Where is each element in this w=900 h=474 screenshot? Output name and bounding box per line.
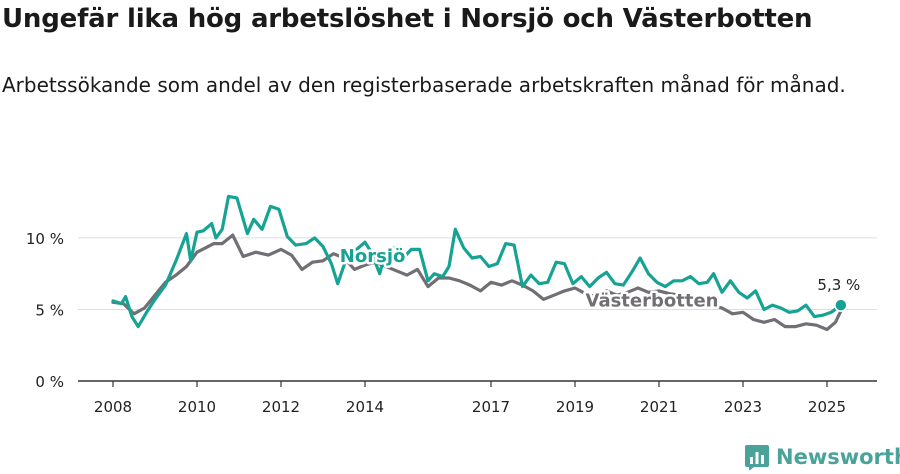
x-tick-label: 2019	[556, 398, 594, 416]
y-tick-label: 10 %	[26, 230, 64, 248]
series-lines	[111, 194, 843, 332]
series-line-norsjo	[111, 194, 843, 329]
newsworthy-logo: Newsworthy	[744, 444, 900, 470]
grid-lines	[78, 237, 877, 310]
chart-subtitle: Arbetssökande som andel av den registerb…	[2, 73, 846, 97]
end-value-label: 5,3 %	[817, 276, 860, 294]
logo-text: Newsworthy	[776, 445, 900, 469]
x-tick-label: 2014	[346, 398, 384, 416]
x-tick-label: 2025	[808, 398, 846, 416]
x-tick-label: 2023	[724, 398, 762, 416]
bar-chart-logo-icon	[745, 445, 769, 470]
series-line-vasterbotten	[111, 233, 843, 332]
x-tick-label: 2008	[94, 398, 132, 416]
chart-title: Ungefär lika hög arbetslöshet i Norsjö o…	[2, 4, 813, 34]
y-tick-label: 5 %	[35, 301, 64, 319]
x-tick-label: 2017	[472, 398, 510, 416]
end-point-marker	[834, 298, 848, 312]
series-label-vasterbotten: Västerbotten	[586, 291, 719, 312]
x-tick-label: 2021	[640, 398, 678, 416]
series-label-norsjo-halo: Norsjö	[340, 246, 406, 267]
y-tick-label: 0 %	[35, 373, 64, 391]
series-labels: NorsjöNorsjöVästerbottenVästerbotten5,3 …	[337, 244, 860, 314]
x-tick-label: 2012	[262, 398, 300, 416]
x-tick-label: 2010	[178, 398, 216, 416]
series-label-vasterbotten-halo: Västerbotten	[586, 291, 719, 312]
series-label-norsjo: Norsjö	[340, 246, 406, 267]
axes: 0 % 5 % 10 % 2008 2010 2012 2014 2017 2019 2021 20…	[26, 230, 877, 416]
